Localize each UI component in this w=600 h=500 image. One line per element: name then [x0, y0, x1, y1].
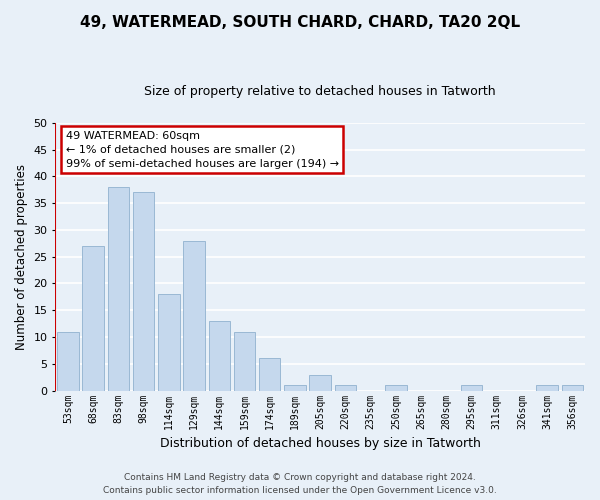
Bar [57, 332, 79, 390]
Bar [461, 386, 482, 390]
Bar [158, 294, 179, 390]
Bar [310, 374, 331, 390]
Y-axis label: Number of detached properties: Number of detached properties [15, 164, 28, 350]
Text: 49 WATERMEAD: 60sqm
← 1% of detached houses are smaller (2)
99% of semi-detached: 49 WATERMEAD: 60sqm ← 1% of detached hou… [66, 131, 339, 169]
Bar [82, 246, 104, 390]
Text: 49, WATERMEAD, SOUTH CHARD, CHARD, TA20 2QL: 49, WATERMEAD, SOUTH CHARD, CHARD, TA20 … [80, 15, 520, 30]
Bar [259, 358, 280, 390]
Bar [184, 240, 205, 390]
Bar [335, 386, 356, 390]
Bar [234, 332, 255, 390]
Bar [107, 187, 129, 390]
Bar [536, 386, 558, 390]
X-axis label: Distribution of detached houses by size in Tatworth: Distribution of detached houses by size … [160, 437, 481, 450]
Title: Size of property relative to detached houses in Tatworth: Size of property relative to detached ho… [145, 85, 496, 98]
Text: Contains HM Land Registry data © Crown copyright and database right 2024.
Contai: Contains HM Land Registry data © Crown c… [103, 474, 497, 495]
Bar [562, 386, 583, 390]
Bar [385, 386, 407, 390]
Bar [133, 192, 154, 390]
Bar [284, 386, 305, 390]
Bar [209, 321, 230, 390]
